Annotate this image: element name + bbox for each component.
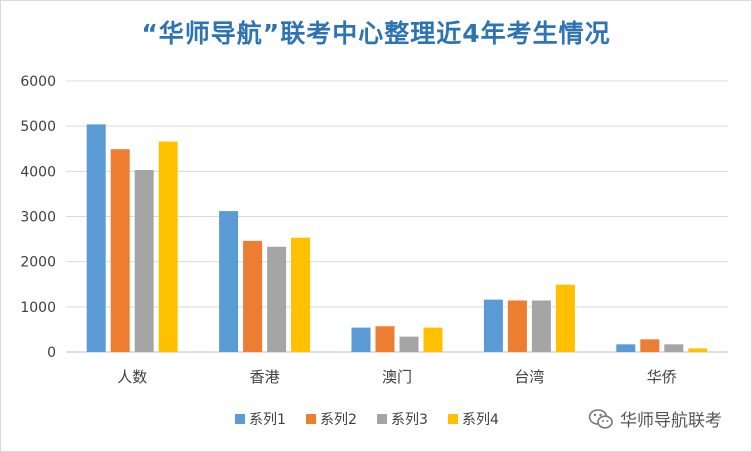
legend-swatch xyxy=(448,414,458,424)
wechat-icon xyxy=(588,408,613,429)
legend-swatch xyxy=(306,414,316,424)
watermark-text: 华师导航联考 xyxy=(620,411,722,431)
x-tick-label: 澳门 xyxy=(382,368,412,386)
bar xyxy=(640,339,660,352)
legend-swatch xyxy=(235,414,245,424)
legend-label: 系列2 xyxy=(320,412,357,428)
bar xyxy=(110,149,130,352)
bar xyxy=(86,124,106,352)
y-tick-label: 1000 xyxy=(20,300,56,316)
bar xyxy=(267,246,287,352)
bar xyxy=(616,344,636,352)
legend-label: 系列1 xyxy=(249,412,286,428)
legend-swatch xyxy=(377,414,387,424)
bar xyxy=(664,344,684,352)
y-tick-label: 4000 xyxy=(20,164,56,180)
bar xyxy=(158,141,178,352)
bar xyxy=(291,237,311,352)
watermark: 华师导航联考 xyxy=(588,406,722,431)
y-tick-label: 2000 xyxy=(20,255,56,271)
bar xyxy=(555,284,575,352)
x-tick-label: 人数 xyxy=(117,368,147,386)
legend-label: 系列3 xyxy=(391,412,428,428)
bar xyxy=(507,300,527,352)
y-tick-label: 5000 xyxy=(20,119,56,135)
bar xyxy=(134,169,154,352)
bar xyxy=(483,299,503,352)
y-tick-label: 3000 xyxy=(20,210,56,226)
bar xyxy=(219,211,239,352)
bar xyxy=(375,326,395,352)
x-tick-label: 香港 xyxy=(250,368,280,386)
x-tick-label: 华侨 xyxy=(647,368,677,386)
x-tick-label: 台湾 xyxy=(514,368,544,386)
y-tick-label: 6000 xyxy=(20,74,56,90)
bar xyxy=(423,327,443,352)
chart-title: “华师导航”联考中心整理近4年考生情况 xyxy=(141,19,611,48)
y-tick-label: 0 xyxy=(47,345,56,361)
legend-label: 系列4 xyxy=(462,412,499,428)
bar xyxy=(688,348,708,352)
bar xyxy=(531,300,551,352)
bar xyxy=(243,240,263,352)
bar xyxy=(351,327,371,352)
bar xyxy=(399,336,419,352)
